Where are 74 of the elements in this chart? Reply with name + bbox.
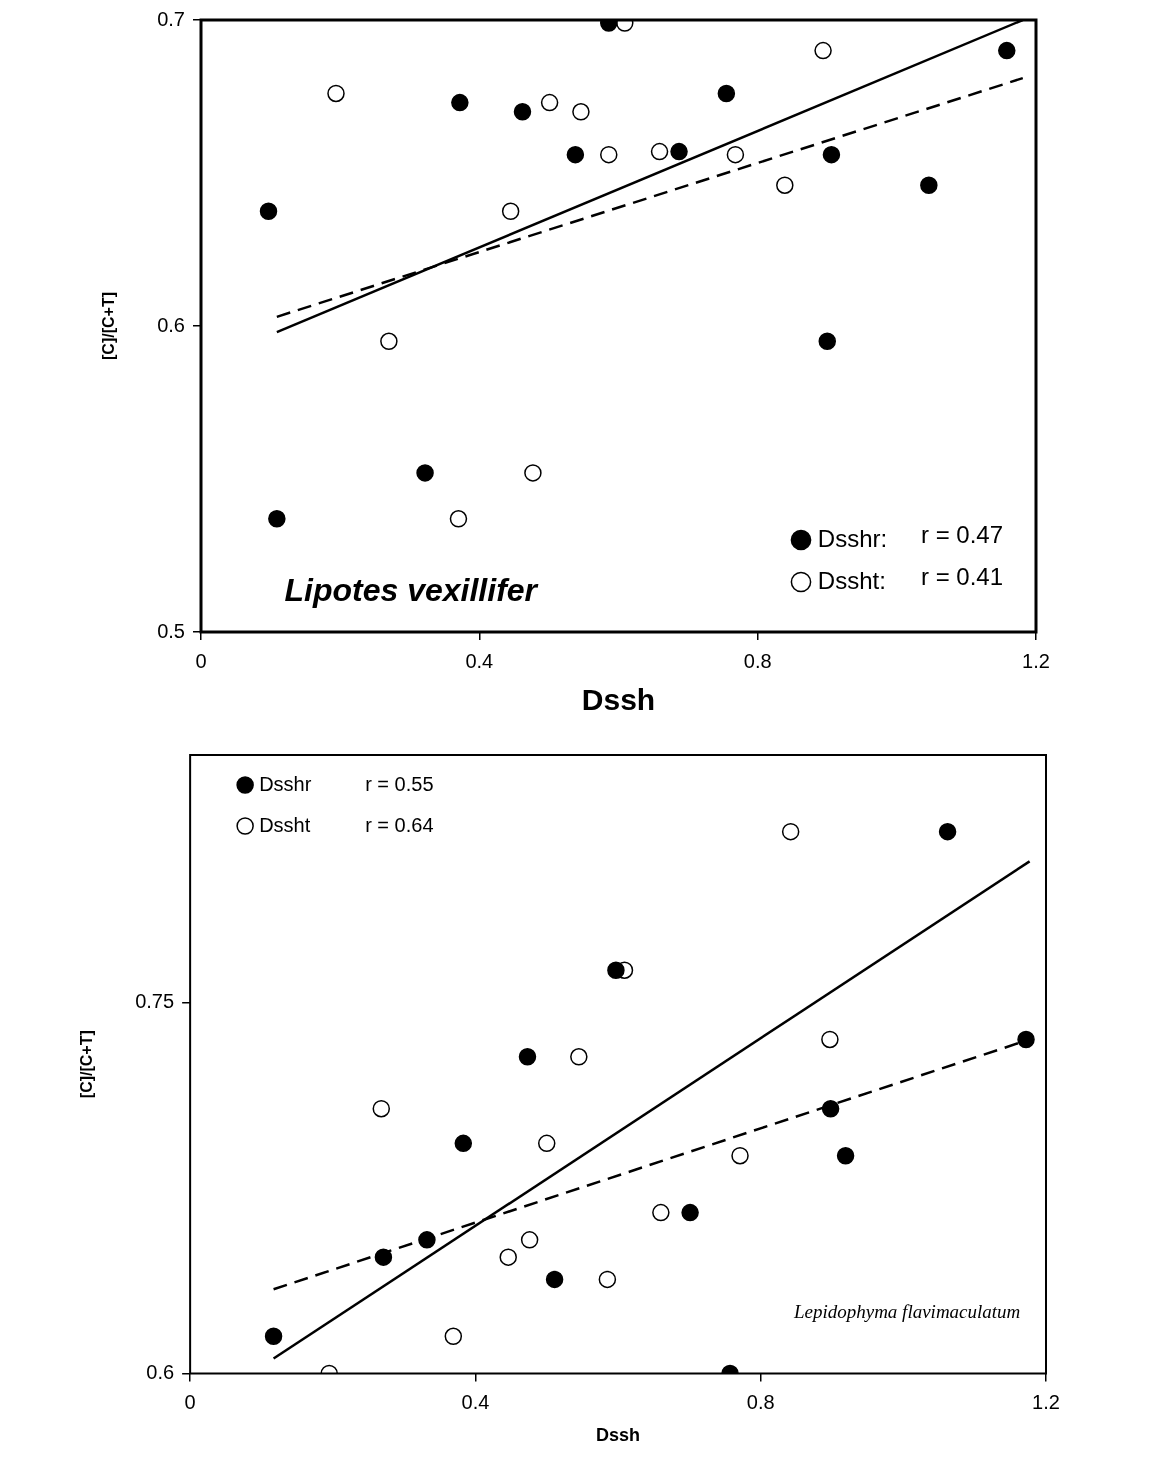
point [520,1231,539,1249]
y-tick-label: 0.75 [135,989,175,1012]
x-tick-label: 0.8 [746,1390,775,1413]
point [781,822,800,841]
x-tick-label: 0 [195,649,207,672]
annotation: r = 0.47 [921,520,1004,548]
y-axis-title: [C]/[C+T] [78,1030,96,1099]
y-tick-label: 0.5 [157,619,185,642]
point [513,103,532,121]
point [540,93,559,112]
legend-label: Dssht [259,813,311,836]
point [501,202,520,220]
annotation: r = 0.55 [365,772,434,795]
point [652,1203,670,1222]
y-tick-label: 0.6 [157,313,185,336]
point [418,1231,436,1249]
point [444,1327,463,1346]
point [998,41,1016,60]
point [566,145,585,164]
point [372,1099,391,1118]
point [327,84,345,103]
point [380,332,398,351]
point [259,202,278,220]
annotation: Lepidophyma flavimaculatum [792,1301,1021,1323]
point [454,1134,473,1153]
y-axis-title: [C]/[C+T] [100,292,118,360]
point [607,961,625,979]
x-axis-title: Dssh [596,1425,641,1446]
point [524,464,542,482]
annotation: r = 0.64 [365,813,434,836]
point [537,1134,556,1153]
point [1017,1030,1035,1049]
point [449,510,468,528]
point [600,145,618,164]
annotation: r = 0.41 [921,562,1004,590]
point [268,510,286,528]
point [726,145,745,164]
x-tick-label: 0.8 [743,649,772,672]
point [836,1146,855,1165]
point [416,464,434,482]
legend-label: Dsshr [259,772,312,795]
point [920,176,938,194]
point [821,1099,840,1118]
x-axis-title: Dssh [581,683,656,717]
annotation: Lipotes vexillifer [284,571,539,608]
point [545,1270,564,1289]
x-tick-label: 0 [184,1390,196,1413]
point [821,1030,839,1049]
point [264,1327,283,1346]
x-tick-label: 0.4 [465,649,494,672]
point [572,103,590,121]
point [374,1248,393,1266]
point [822,145,841,164]
point [598,1270,617,1289]
legend-label: Dssht: [817,566,886,594]
point [451,93,469,112]
legend-label: Dsshr: [817,524,888,552]
x-tick-label: 0.4 [461,1390,490,1413]
point [938,822,957,841]
point [717,84,736,103]
x-tick-label: 1.2 [1032,1390,1060,1413]
point [731,1146,749,1165]
point [814,41,832,60]
point [499,1248,517,1266]
y-tick-label: 0.7 [157,7,185,30]
x-tick-label: 1.2 [1022,649,1050,672]
point [570,1048,588,1066]
point [650,142,669,161]
point [518,1048,537,1066]
point [776,176,794,194]
y-tick-label: 0.6 [146,1360,175,1383]
point [681,1203,699,1222]
point [818,332,836,351]
point [670,142,688,161]
